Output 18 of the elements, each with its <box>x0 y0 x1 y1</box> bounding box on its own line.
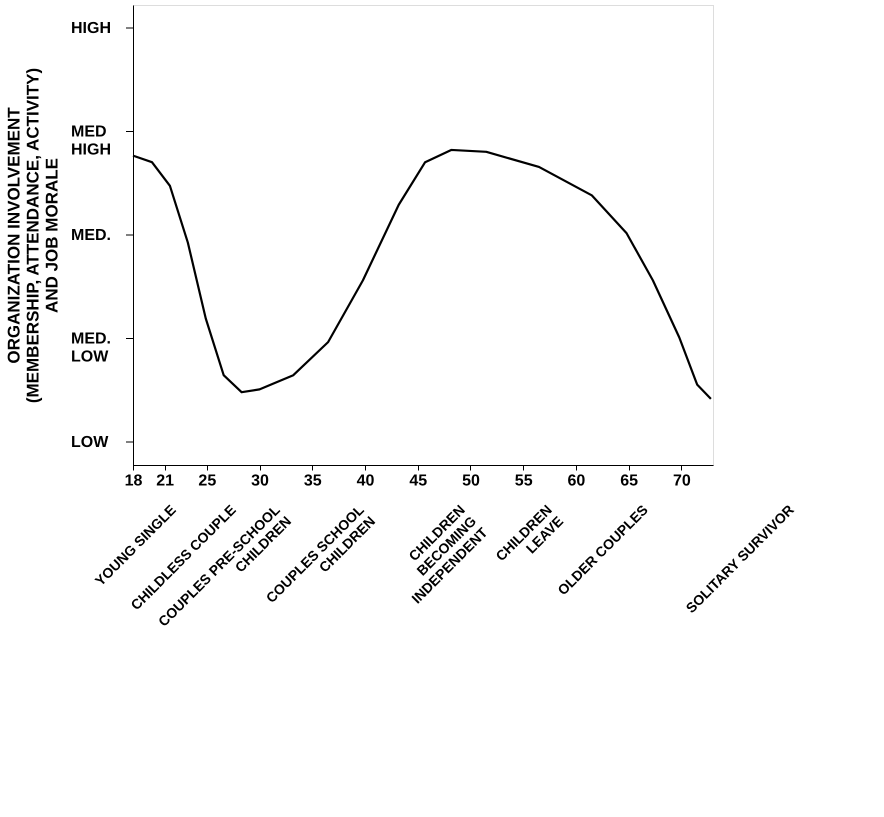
x-tick-label: 40 <box>356 472 374 490</box>
y-axis-title: ORGANIZATION INVOLVEMENT (MEMBERSHIP, ATTENDANCE, ACTIVITY) AND JOB MORALE <box>4 68 62 404</box>
x-tick-label: 21 <box>156 472 174 490</box>
x-tick-label: 65 <box>620 472 638 490</box>
x-tick-label: 50 <box>462 472 480 490</box>
text: MED. LOW <box>71 330 111 366</box>
x-tick-label: 45 <box>409 472 428 490</box>
x-tick-label: 25 <box>198 472 216 490</box>
x-tick-label: 35 <box>304 472 322 490</box>
x-tick-label: 70 <box>672 472 691 490</box>
text: LOW <box>71 434 110 451</box>
x-tick-label: 30 <box>251 472 270 490</box>
x-tick-label: 55 <box>514 472 533 490</box>
text: MED HIGH <box>71 124 111 158</box>
text: MED. <box>71 227 111 244</box>
text: HIGH <box>71 20 111 37</box>
x-tick-label: 60 <box>568 472 586 490</box>
x-tick-label: 18 <box>124 472 142 490</box>
